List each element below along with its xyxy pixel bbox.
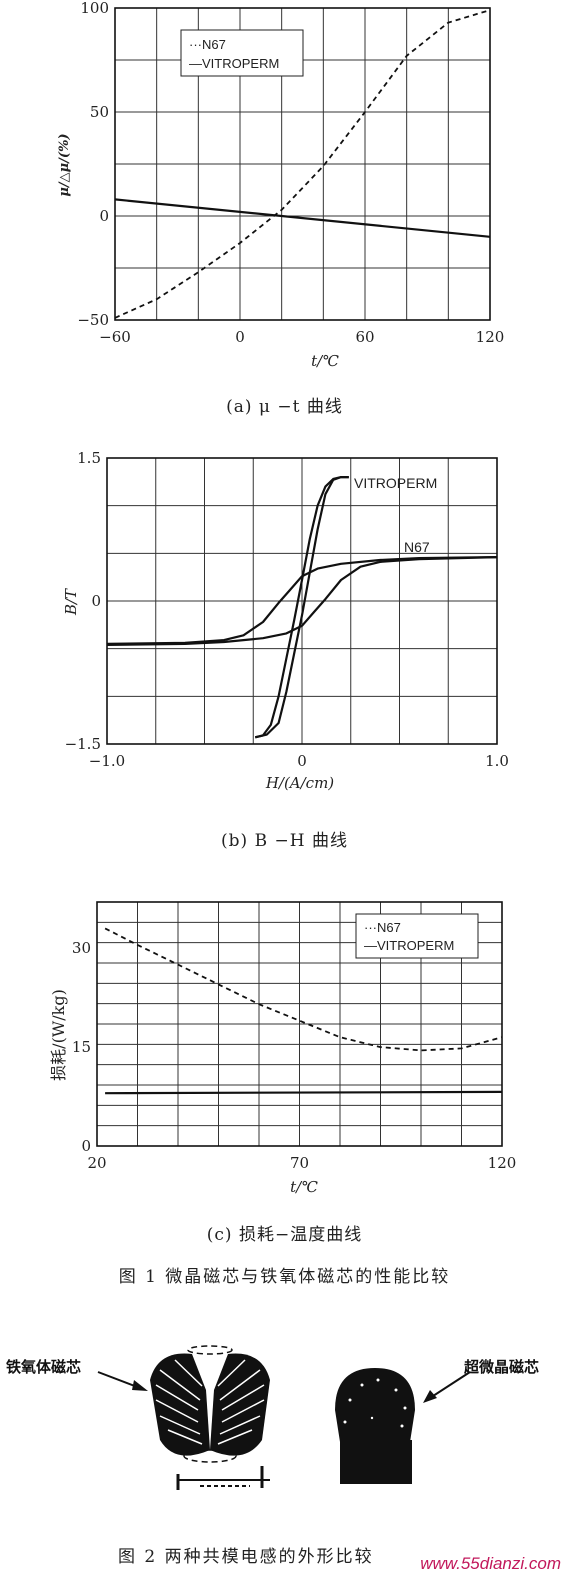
a-ytick-label: 50 xyxy=(90,103,109,121)
c-ytick-label: 0 xyxy=(81,1137,91,1155)
c-xtick-label: 20 xyxy=(87,1154,106,1172)
chart-b-grid xyxy=(106,457,498,745)
chart-c-series xyxy=(104,927,503,1095)
c-xtick-label: 120 xyxy=(488,1154,517,1172)
chart-a-legend-vitroperm: —VITROPERM xyxy=(189,56,279,71)
chart-a-grid xyxy=(114,7,491,321)
chart-c-legend-vitroperm: —VITROPERM xyxy=(364,938,454,953)
arrow-left-icon xyxy=(97,1371,148,1391)
chart-a-legend-n67: ···N67 xyxy=(189,37,226,52)
a-xtick-label: 60 xyxy=(355,328,374,346)
a-ytick-label: 100 xyxy=(80,0,109,17)
arrow-right-icon xyxy=(423,1371,471,1403)
chart-b-caption: (b) B −H 曲线 xyxy=(221,831,348,851)
a-ytick-label: 0 xyxy=(99,207,109,225)
a-plot-frame xyxy=(114,7,491,321)
nanocrystalline-core-label: 超微晶磁芯 xyxy=(464,1358,540,1376)
chart-c-legend-n67: ···N67 xyxy=(364,920,401,935)
b-series-n67-2 xyxy=(106,556,498,645)
b-series-n67-3 xyxy=(106,556,498,646)
chart-c-caption: (c) 损耗−温度曲线 xyxy=(206,1225,363,1245)
a-series-n67-0 xyxy=(114,9,491,319)
chart-c-ylabel: 损耗/(W/kg) xyxy=(49,989,68,1081)
chart-a-ticks: −60 0 60 120 −50 0 50 100 xyxy=(77,0,504,346)
c-series-vitroperm-1 xyxy=(105,1090,503,1095)
c-xtick-label: 70 xyxy=(290,1154,309,1172)
c-series-n67-0 xyxy=(104,927,503,1052)
chart-a-series xyxy=(114,9,491,319)
chart-c-xlabel: t/℃ xyxy=(290,1178,318,1196)
chart-b-ylabel: B/T xyxy=(62,588,80,616)
b-xtick-label: 0 xyxy=(297,752,307,770)
c-ytick-label: 15 xyxy=(72,1038,91,1056)
a-xtick-label: −60 xyxy=(99,328,131,346)
chart-a-legend: ···N67 —VITROPERM xyxy=(180,29,304,77)
chart-c-legend: ···N67 —VITROPERM xyxy=(355,913,479,959)
a-xtick-label: 0 xyxy=(235,328,245,346)
chart-a-mu-t: −60 0 60 120 −50 0 50 100 μ/△μ/(%) t/℃ ···N67 —… xyxy=(57,0,504,370)
chart-b-annot-n67: N67 xyxy=(404,539,430,555)
b-series-vitroperm-1 xyxy=(254,475,349,739)
chart-c-loss-t: 20 70 120 0 15 30 损耗/(W/kg) t/℃ ···N67 —VITRO… xyxy=(49,901,516,1196)
chart-b-annot-vitroperm: VITROPERM xyxy=(354,475,437,491)
figure2-caption: 图 2 两种共模电感的外形比较 xyxy=(118,1547,374,1567)
b-ytick-label: −1.5 xyxy=(65,735,101,753)
b-ytick-label: 1.5 xyxy=(77,449,101,467)
chart-b-xlabel: H/(A/cm) xyxy=(265,774,334,792)
a-xtick-label: 120 xyxy=(476,328,505,346)
ferrite-core-label: 铁氧体磁芯 xyxy=(6,1358,82,1376)
chart-b-b-h: −1.0 0 1.0−1.501.5 B/T H/(A/cm) VITROPERM … xyxy=(62,449,509,792)
chart-a-xlabel: t/℃ xyxy=(311,352,339,370)
chart-a-caption: (a) μ −t 曲线 xyxy=(226,397,343,417)
b-xtick-label: −1.0 xyxy=(89,752,125,770)
figure2-photo xyxy=(97,1345,471,1490)
chart-b-ticks: −1.0 0 1.0 −1.5 0 1.5 xyxy=(65,449,509,770)
c-plot-frame xyxy=(96,901,503,1147)
b-xtick-label: 1.0 xyxy=(485,752,509,770)
b-ytick-label: 0 xyxy=(91,592,101,610)
watermark: www.55dianzi.com xyxy=(420,1554,561,1573)
figure1-caption: 图 1 微晶磁芯与铁氧体磁芯的性能比较 xyxy=(118,1267,451,1287)
c-ytick-label: 30 xyxy=(72,939,91,957)
a-ytick-label: −50 xyxy=(77,311,109,329)
nanocrystalline-choke-image xyxy=(335,1368,415,1484)
a-series-vitroperm-1 xyxy=(114,198,491,238)
ferrite-choke-image xyxy=(150,1345,270,1490)
b-plot-frame xyxy=(106,457,498,745)
chart-a-ylabel: μ/△μ/(%) xyxy=(57,133,72,196)
chart-c-ticks: 20 70 120 0 15 30 xyxy=(72,939,516,1172)
chart-b-series xyxy=(106,475,498,739)
